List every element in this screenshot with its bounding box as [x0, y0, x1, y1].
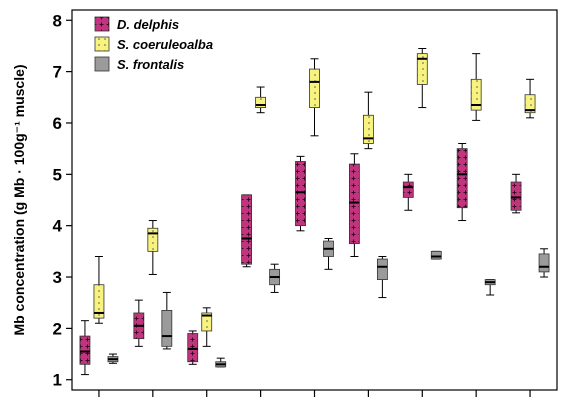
box — [510, 173, 522, 214]
box — [524, 78, 536, 119]
box — [484, 279, 496, 296]
x-axis — [98, 390, 531, 397]
box — [133, 299, 145, 347]
legend-label: S. frontalis — [117, 57, 184, 72]
box-body — [470, 78, 482, 111]
y-tick-label: 2 — [53, 319, 62, 338]
series-s-frontalis — [107, 238, 550, 368]
box — [255, 86, 267, 114]
series-s-coeruleoalba — [93, 48, 536, 347]
box — [201, 307, 213, 347]
y-tick-label: 8 — [53, 11, 62, 30]
y-tick-label: 4 — [53, 217, 63, 236]
legend-label: D. delphis — [117, 17, 179, 32]
box-body — [241, 194, 253, 265]
box-body — [255, 96, 267, 108]
y-axis: 1 2 3 4 5 6 7 8 — [53, 11, 72, 390]
box-series — [79, 48, 550, 376]
box-body — [147, 227, 159, 252]
y-tick-label: 7 — [53, 63, 62, 82]
box-body — [430, 250, 442, 260]
box-body — [93, 284, 105, 319]
box — [295, 155, 306, 232]
legend-label: S. coeruleoalba — [117, 37, 213, 52]
box — [430, 250, 442, 260]
box — [456, 143, 468, 222]
box — [161, 291, 173, 350]
box-body — [295, 161, 306, 227]
box — [402, 173, 414, 211]
box — [241, 194, 253, 268]
box-body — [456, 148, 468, 209]
box-body — [538, 253, 550, 273]
box — [362, 91, 374, 150]
y-tick-label: 3 — [53, 268, 62, 287]
box — [187, 330, 199, 365]
box — [348, 153, 360, 257]
box-body — [161, 310, 173, 347]
box — [538, 248, 550, 278]
box — [269, 263, 281, 293]
box — [470, 53, 482, 121]
box — [309, 58, 320, 137]
box-body — [187, 333, 199, 363]
box — [323, 238, 334, 270]
legend: D. delphis S. coeruleoalba S. frontalis — [94, 16, 213, 72]
box-body — [348, 163, 360, 245]
box-body — [510, 181, 522, 211]
box — [93, 255, 105, 324]
box-body — [79, 335, 91, 365]
box-body — [416, 53, 428, 85]
box — [215, 357, 227, 368]
box-body — [524, 94, 536, 114]
box-body — [201, 312, 213, 332]
box-body — [309, 68, 320, 108]
legend-swatch — [94, 36, 110, 52]
box — [107, 353, 119, 364]
y-tick-label: 6 — [53, 114, 62, 133]
y-axis-title: Mb concentration (g Mb · 100g⁻¹ muscle) — [11, 64, 27, 335]
box — [79, 320, 91, 376]
box — [376, 255, 388, 299]
box-body — [376, 258, 388, 280]
box-body — [362, 114, 374, 144]
series-d-delphis — [79, 143, 522, 376]
box — [147, 220, 159, 275]
box-body — [402, 181, 414, 198]
y-tick-label: 1 — [53, 371, 62, 390]
box — [416, 48, 428, 109]
legend-swatch — [94, 16, 110, 32]
legend-swatch — [94, 56, 110, 72]
y-tick-label: 5 — [53, 165, 62, 184]
